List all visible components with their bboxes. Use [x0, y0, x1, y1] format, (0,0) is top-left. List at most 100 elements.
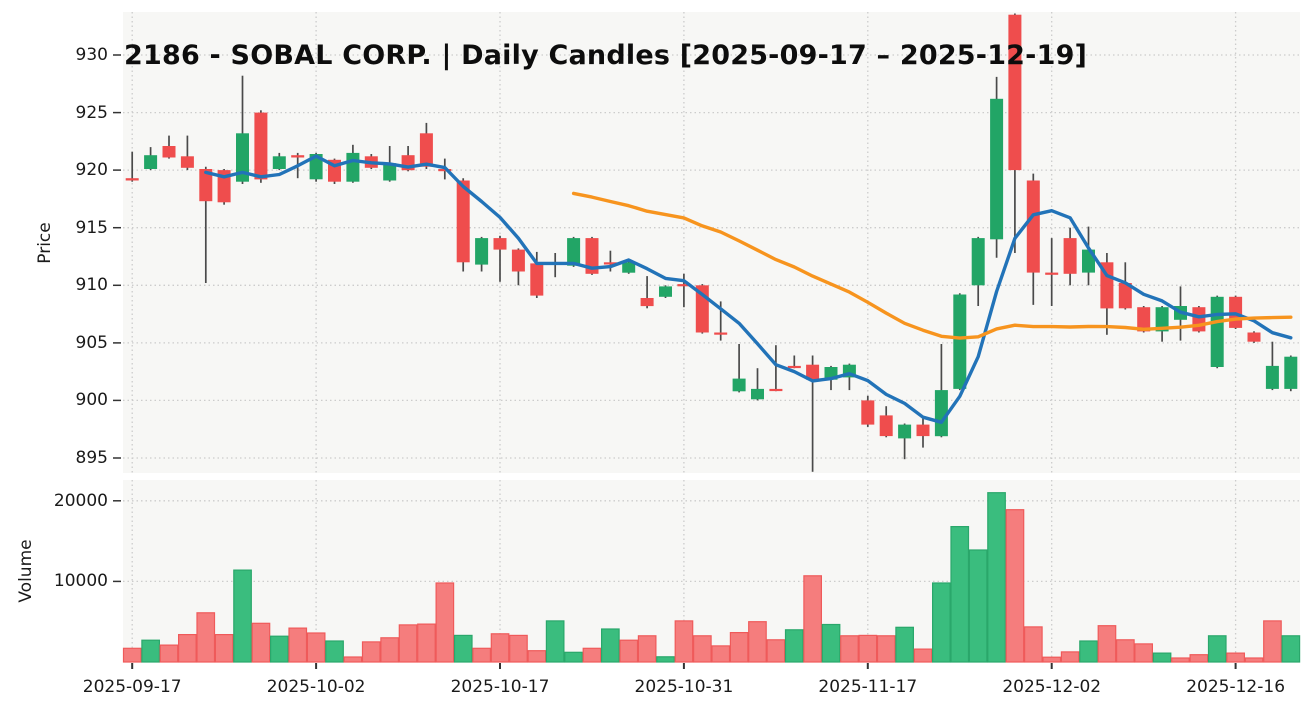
volume-bar — [251, 622, 271, 663]
candle-body — [990, 98, 1004, 240]
candle-body — [603, 262, 617, 265]
volume-bar — [821, 623, 841, 663]
volume-bar — [1115, 639, 1135, 663]
volume-bar — [1097, 625, 1117, 663]
volume-bar — [895, 626, 915, 663]
candle-body — [199, 169, 213, 202]
volume-bar — [1244, 657, 1264, 663]
volume-bar — [417, 623, 436, 663]
candle-body — [732, 378, 746, 392]
volume-bar — [711, 645, 731, 663]
volume-bar — [325, 640, 344, 663]
candle-body — [879, 415, 893, 437]
volume-bar — [968, 549, 988, 663]
candle-body — [1155, 307, 1169, 332]
volume-bar — [343, 656, 363, 663]
volume-bar — [582, 647, 602, 663]
candle-body — [806, 364, 820, 380]
volume-bar — [178, 633, 197, 663]
volume-bar — [306, 632, 326, 663]
volume-bar — [490, 633, 510, 663]
candle-body — [585, 238, 599, 274]
candle-body — [456, 180, 470, 263]
volume-bar — [214, 633, 234, 663]
candle-body — [787, 365, 801, 369]
candle-body — [309, 154, 323, 180]
volume-bar — [987, 492, 1006, 663]
candle-body — [1284, 356, 1298, 389]
volume-bar — [233, 569, 252, 663]
date-tick-label: 2025-12-16 — [1186, 677, 1286, 697]
volume-bar — [600, 628, 620, 663]
volume-bar — [931, 582, 951, 663]
candle-body — [1045, 272, 1059, 275]
volume-bar — [564, 651, 583, 663]
candle-body — [1118, 283, 1132, 309]
price-tick-label: 910 — [75, 275, 108, 296]
volume-bar — [509, 634, 528, 663]
price-tick-label: 925 — [75, 102, 108, 123]
date-tick-label: 2025-09-17 — [82, 677, 182, 697]
volume-bar — [141, 639, 160, 663]
candle-body — [1008, 14, 1022, 171]
candle-body — [1063, 238, 1077, 274]
volume-bar — [122, 647, 142, 663]
price-tick-label: 920 — [75, 160, 108, 181]
candle-body — [751, 388, 764, 400]
sma-5-line — [204, 154, 1293, 424]
candle-body — [677, 284, 691, 287]
candle-body — [125, 178, 139, 181]
volume-bar — [766, 639, 786, 663]
volume-bar — [1226, 652, 1246, 663]
volume-bar — [472, 647, 491, 663]
candle-body — [1026, 180, 1040, 273]
price-tick-label: 895 — [75, 448, 108, 468]
candle-body — [1100, 262, 1114, 309]
candle-body — [291, 155, 305, 158]
candle-body — [346, 152, 360, 182]
candle-body — [254, 112, 268, 180]
volume-bar — [950, 525, 970, 663]
volume-bar — [656, 656, 675, 663]
volume-bar — [435, 582, 455, 663]
candle-body — [898, 424, 912, 439]
price-panel-bg — [123, 12, 1300, 473]
volume-bar — [1042, 656, 1062, 663]
candle-body — [475, 238, 489, 265]
volume-bar — [545, 620, 565, 663]
candle-body — [419, 133, 433, 167]
volume-bar — [748, 621, 767, 663]
volume-bar — [858, 634, 878, 663]
volume-bar — [674, 620, 694, 663]
volume-bar — [1005, 509, 1025, 663]
date-tick-label: 2025-11-17 — [818, 677, 918, 697]
candle-body — [769, 388, 783, 392]
volume-bar — [876, 635, 896, 663]
volume-tick-label: 20000 — [53, 490, 108, 511]
volume-bar — [637, 635, 657, 663]
volume-bar — [692, 635, 712, 663]
volume-bar — [803, 575, 823, 663]
candle-body — [916, 424, 930, 437]
date-tick-label: 2025-10-02 — [266, 677, 366, 697]
volume-bar — [784, 629, 804, 663]
volume-bar — [1134, 643, 1154, 663]
candle-body — [511, 249, 525, 272]
date-tick-label: 2025-10-17 — [450, 677, 550, 697]
candle-body — [971, 238, 985, 286]
volume-bar — [729, 631, 749, 663]
volume-bar — [1281, 635, 1301, 663]
volume-bar — [361, 641, 381, 663]
volume-bar — [453, 634, 473, 663]
volume-bar — [159, 644, 179, 663]
volume-bar — [1263, 620, 1282, 663]
price-tick-label: 900 — [75, 390, 108, 411]
candle-body — [640, 298, 654, 307]
candle-body — [180, 156, 194, 168]
candle-body — [493, 238, 507, 250]
volume-bar — [398, 624, 418, 663]
volume-bar — [270, 635, 289, 663]
volume-bar — [1171, 657, 1190, 663]
price-tick-label: 915 — [75, 217, 108, 238]
